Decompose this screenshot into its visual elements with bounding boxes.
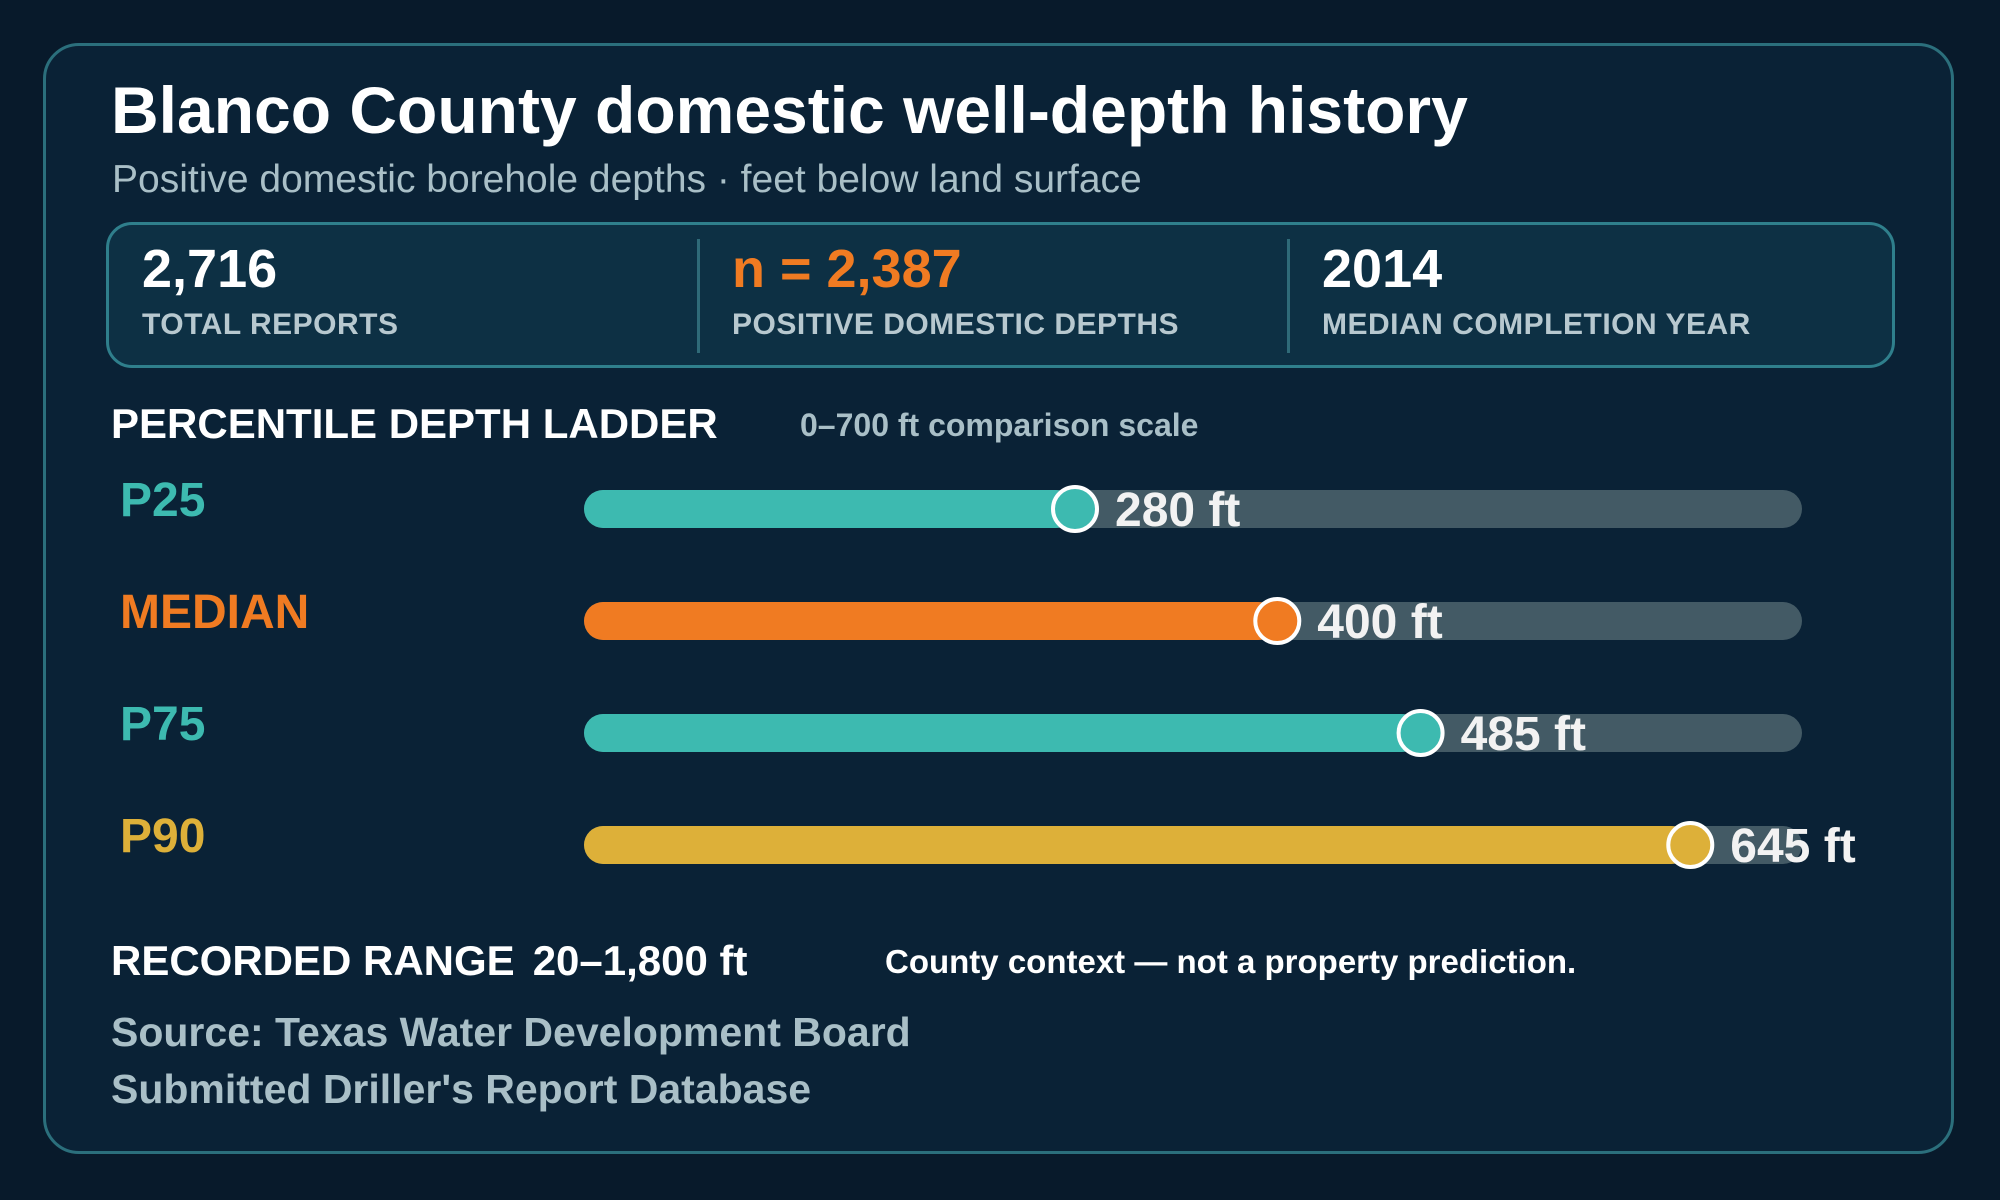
stat-label: TOTAL REPORTS [142, 308, 399, 341]
row-label-p25: P25 [120, 474, 206, 527]
context-note: County context — not a property predicti… [885, 943, 1577, 980]
ladder-title: PERCENTILE DEPTH LADDER [111, 400, 718, 447]
stat-value: 2,716 [142, 239, 278, 299]
bar-fill-p75 [584, 714, 1421, 752]
bar-fill-median [584, 602, 1278, 640]
bar-value-label-p90: 645 ft [1730, 820, 1855, 873]
bar-marker-median [1253, 597, 1302, 645]
bar-fill-p90 [584, 826, 1691, 864]
ladder-scale-note: 0–700 ft comparison scale [800, 407, 1199, 443]
bar-value-label-p75: 485 ft [1461, 708, 1586, 761]
source-line-2: Submitted Driller's Report Database [111, 1066, 812, 1112]
bar-value-label-p25: 280 ft [1115, 484, 1240, 537]
page-subtitle: Positive domestic borehole depths · feet… [112, 158, 1142, 201]
stat-label: POSITIVE DOMESTIC DEPTHS [732, 308, 1180, 341]
stat-value: 2014 [1322, 239, 1443, 299]
row-label-p75: P75 [120, 698, 206, 751]
recorded-range-label: RECORDED RANGE [111, 937, 515, 984]
bar-marker-p90 [1666, 821, 1715, 869]
stat-divider [697, 239, 700, 353]
row-label-p90: P90 [120, 810, 206, 863]
stats-panel: 2,716 TOTAL REPORTS n = 2,387 POSITIVE D… [106, 222, 1895, 368]
stat-label: MEDIAN COMPLETION YEAR [1322, 308, 1751, 341]
page-title: Blanco County domestic well-depth histor… [111, 73, 1468, 147]
bar-marker-p25 [1051, 485, 1099, 533]
bar-value-label-median: 400 ft [1317, 596, 1442, 649]
bar-marker-p75 [1396, 709, 1445, 757]
recorded-range-value: 20–1,800 ft [532, 937, 748, 984]
recorded-range: RECORDED RANGE 20–1,800 ft [111, 935, 748, 987]
stat-value: n = 2,387 [732, 239, 962, 299]
stat-divider [1287, 239, 1290, 353]
source-line-1: Source: Texas Water Development Board [111, 1009, 911, 1055]
row-label-median: MEDIAN [120, 586, 310, 639]
bar-fill-p25 [584, 490, 1075, 528]
